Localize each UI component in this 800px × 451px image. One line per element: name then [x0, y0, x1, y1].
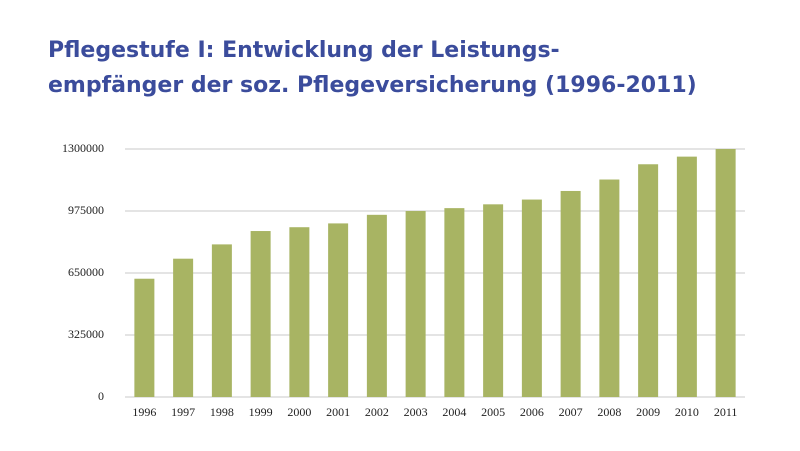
- y-tick-label: 650000: [68, 265, 104, 279]
- x-tick-label: 2008: [597, 405, 621, 419]
- bar: [444, 208, 465, 397]
- bar: [521, 199, 542, 397]
- x-tick-label: 2010: [675, 405, 699, 419]
- x-tick-label: 2009: [636, 405, 660, 419]
- bar: [599, 179, 620, 397]
- x-tick-label: 2005: [481, 405, 505, 419]
- bar: [405, 211, 426, 397]
- x-tick-label: 2002: [365, 405, 389, 419]
- bar: [328, 223, 349, 397]
- x-tick-label: 2001: [326, 405, 350, 419]
- x-tick-label: 2000: [287, 405, 311, 419]
- y-tick-label: 975000: [68, 203, 104, 217]
- x-tick-label: 1998: [210, 405, 234, 419]
- bar: [134, 278, 155, 397]
- bar: [676, 156, 697, 397]
- x-tick-label: 2006: [520, 405, 544, 419]
- bar: [211, 244, 232, 397]
- x-tick-label: 2011: [714, 405, 738, 419]
- x-tick-label: 2003: [404, 405, 428, 419]
- bar: [250, 231, 271, 397]
- bar: [715, 149, 736, 397]
- bar: [366, 214, 387, 397]
- bar: [483, 204, 504, 397]
- bar: [560, 190, 581, 397]
- chart-title: Pflegestufe I: Entwicklung der Leistungs…: [48, 38, 560, 63]
- bar: [289, 227, 310, 397]
- x-tick-label: 1999: [249, 405, 273, 419]
- y-tick-label: 0: [98, 389, 104, 403]
- x-tick-label: 1997: [171, 405, 195, 419]
- x-tick-label: 2007: [559, 405, 583, 419]
- bar: [638, 164, 659, 397]
- y-tick-label: 1300000: [62, 141, 104, 155]
- bar: [173, 258, 194, 397]
- chart-title: empfänger der soz. Pflegeversicherung (1…: [48, 73, 697, 98]
- x-tick-label: 2004: [442, 405, 466, 419]
- y-tick-label: 325000: [68, 327, 104, 341]
- x-tick-label: 1996: [132, 405, 156, 419]
